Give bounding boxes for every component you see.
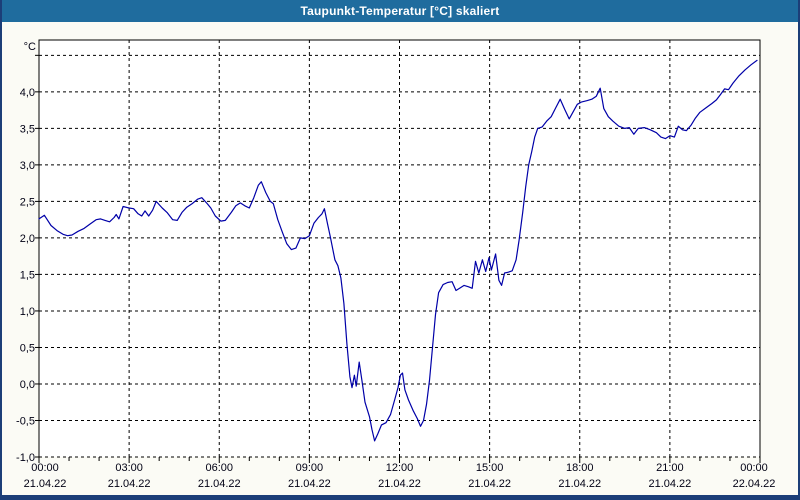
y-axis-label: 4,0 — [20, 87, 35, 99]
plot-background — [39, 40, 760, 457]
x-axis-date-label: 21.04.22 — [378, 478, 421, 490]
x-axis-time-label: 21:00 — [656, 462, 684, 474]
x-axis-time-label: 00:00 — [740, 462, 768, 474]
x-axis-time-label: 06:00 — [205, 462, 233, 474]
x-axis-date-label: 21.04.22 — [108, 478, 151, 490]
y-axis-label: 0,0 — [20, 379, 35, 391]
y-axis-label: 2,0 — [20, 233, 35, 245]
y-axis-label: 3,5 — [20, 123, 35, 135]
y-axis-label: 2,5 — [20, 196, 35, 208]
x-axis-date-label: 21.04.22 — [24, 478, 67, 490]
x-axis-date-label: 21.04.22 — [288, 478, 331, 490]
x-axis-date-label: 21.04.22 — [648, 478, 691, 490]
x-axis-date-label: 21.04.22 — [558, 478, 601, 490]
window-title: Taupunkt-Temperatur [°C] skaliert — [300, 4, 500, 18]
plot-border — [38, 39, 761, 457]
x-axis-time-label: 12:00 — [386, 462, 414, 474]
y-axis-label: 1,0 — [20, 306, 35, 318]
y-axis-label: 3,0 — [20, 160, 35, 172]
x-axis-time-label: 15:00 — [476, 462, 504, 474]
x-axis-date-label: 22.04.22 — [733, 478, 776, 490]
temperature-line — [38, 59, 758, 442]
window-titlebar: Taupunkt-Temperatur [°C] skaliert — [2, 0, 798, 22]
x-axis-time-label: 03:00 — [115, 462, 143, 474]
y-axis-label: -1,0 — [16, 452, 35, 464]
y-axis-label: 1,5 — [20, 269, 35, 281]
y-axis-label: -0,5 — [16, 415, 35, 427]
x-axis-time-label: 18:00 — [566, 462, 594, 474]
x-axis-date-label: 21.04.22 — [198, 478, 241, 490]
chart-container: °C 4,0 3,5 3,0 2,5 2,0 1,5 1,0 0,5 0,0 -0,5 -1,0 00:… — [2, 22, 798, 495]
y-axis-label: 0,5 — [20, 342, 35, 354]
x-axis-time-label: 09:00 — [296, 462, 324, 474]
x-axis-time-label: 00:00 — [31, 462, 59, 474]
dewpoint-temperature-chart: °C4,03,53,02,52,01,51,00,50,0-0,5-1,000:… — [16, 39, 776, 490]
x-axis-date-label: 21.04.22 — [468, 478, 511, 490]
y-axis-unit: °C — [24, 41, 36, 53]
